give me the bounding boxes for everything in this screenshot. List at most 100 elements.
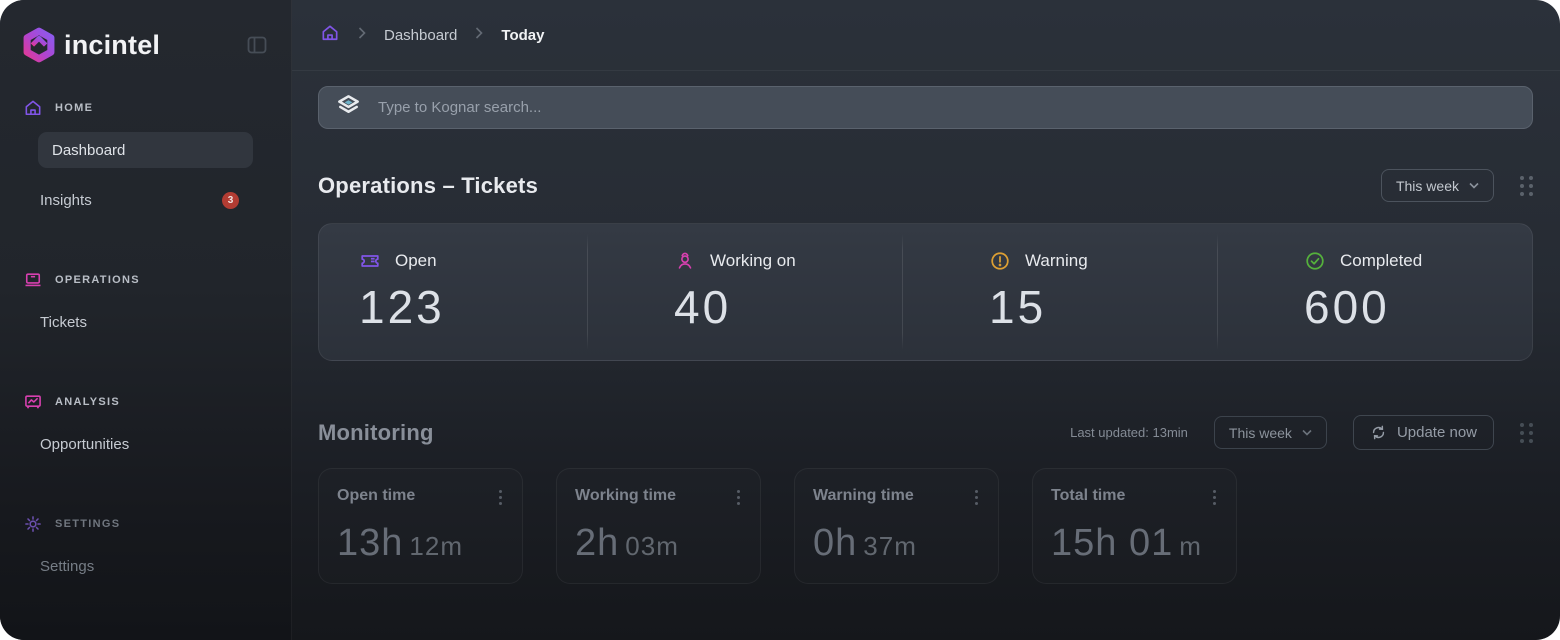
- card-value-minutes: 03m: [625, 531, 679, 561]
- sidebar-item-settings[interactable]: Settings: [24, 548, 253, 584]
- sidebar: incintel HOME: [0, 0, 292, 640]
- card-value-hours: 13h: [337, 522, 404, 564]
- section-head-operations: OPERATIONS: [0, 270, 291, 290]
- chevron-down-icon: [1302, 429, 1312, 436]
- sidebar-item-tickets[interactable]: Tickets: [24, 304, 253, 340]
- sidebar-item-label: Insights: [40, 191, 92, 209]
- section-label: SETTINGS: [55, 518, 121, 530]
- card-label: Total time: [1051, 487, 1126, 504]
- section-label: ANALYSIS: [55, 396, 121, 408]
- ticket-icon: [359, 250, 381, 272]
- nav-section-operations: OPERATIONS Tickets: [0, 270, 291, 340]
- card-working-time: Working time 2h 03m: [556, 468, 761, 584]
- card-value: 0h 37m: [813, 522, 982, 565]
- chevron-down-icon: [1469, 182, 1479, 189]
- stat-head: Completed: [1304, 250, 1532, 272]
- sidebar-item-label: Opportunities: [40, 435, 130, 453]
- breadcrumb-today: Today: [501, 26, 545, 44]
- brand-name: incintel: [64, 29, 161, 60]
- stat-value: 15: [989, 281, 1047, 333]
- period-select-value: This week: [1395, 177, 1459, 194]
- worker-icon: [674, 250, 696, 272]
- sidebar-item-insights[interactable]: Insights 3: [24, 182, 253, 218]
- chart-board-icon: [23, 392, 43, 412]
- breadcrumb-home-icon[interactable]: [320, 23, 340, 48]
- main-content: Dashboard Today Operations – Tickets Thi: [292, 0, 1560, 640]
- gear-icon: [23, 514, 43, 534]
- stat-completed: Completed 600: [1217, 224, 1532, 360]
- kebab-menu-icon[interactable]: [971, 487, 982, 508]
- section-head-settings: SETTINGS: [0, 514, 291, 534]
- card-value-minutes: m: [1179, 531, 1202, 561]
- monitoring-cards: Open time 13h 12m Working time 2h 03m: [318, 468, 1533, 584]
- operations-header: Operations – Tickets This week: [318, 169, 1533, 202]
- stat-head: Open: [359, 250, 587, 272]
- stat-working-on: Working on 40: [587, 224, 902, 360]
- kebab-menu-icon[interactable]: [1209, 487, 1220, 508]
- operations-period-select[interactable]: This week: [1380, 169, 1494, 202]
- warning-icon: [989, 250, 1011, 272]
- monitoring-drag-handle-icon[interactable]: [1520, 422, 1533, 443]
- nav-section-analysis: ANALYSIS Opportunities: [0, 392, 291, 462]
- sidebar-nav: HOME Dashboard Insights 3: [0, 98, 291, 584]
- section-label: HOME: [55, 102, 94, 114]
- nav-section-settings: SETTINGS Settings: [0, 514, 291, 584]
- card-head: Total time: [1051, 487, 1220, 508]
- stat-value: 600: [1304, 281, 1390, 333]
- sidebar-collapse-icon[interactable]: [245, 33, 269, 57]
- kognar-search-icon: [335, 92, 362, 124]
- card-open-time: Open time 13h 12m: [318, 468, 523, 584]
- kebab-menu-icon[interactable]: [733, 487, 744, 508]
- last-updated-text: Last updated: 13min: [1070, 425, 1188, 440]
- kebab-menu-icon[interactable]: [495, 487, 506, 508]
- sidebar-item-opportunities[interactable]: Opportunities: [24, 426, 253, 462]
- stat-label: Working on: [710, 251, 796, 270]
- card-value-hours: 15h 01: [1051, 522, 1174, 564]
- card-head: Working time: [575, 487, 744, 508]
- section-label: OPERATIONS: [55, 274, 140, 286]
- update-now-label: Update now: [1396, 424, 1477, 441]
- card-head: Warning time: [813, 487, 982, 508]
- laptop-icon: [23, 270, 43, 290]
- monitoring-controls: Last updated: 13min This week Update now: [1070, 415, 1533, 450]
- monitoring-period-select[interactable]: This week: [1213, 416, 1327, 449]
- card-label: Warning time: [813, 487, 914, 504]
- stat-warning: Warning 15: [902, 224, 1217, 360]
- section-head-analysis: ANALYSIS: [0, 392, 291, 412]
- stat-label: Completed: [1340, 251, 1423, 270]
- nav-section-home: HOME Dashboard Insights 3: [0, 98, 291, 218]
- stat-label: Open: [395, 251, 437, 270]
- update-now-button[interactable]: Update now: [1352, 415, 1494, 450]
- stat-value: 40: [674, 281, 732, 333]
- home-icon: [23, 98, 43, 118]
- operations-controls: This week: [1380, 169, 1533, 202]
- section-head-home: HOME: [0, 98, 291, 118]
- card-total-time: Total time 15h 01 m: [1032, 468, 1237, 584]
- card-value-hours: 2h: [575, 522, 620, 564]
- card-value: 15h 01 m: [1051, 522, 1220, 565]
- operations-drag-handle-icon[interactable]: [1520, 175, 1533, 196]
- chevron-right-icon: [358, 26, 366, 44]
- sidebar-item-label: Tickets: [40, 313, 87, 331]
- card-warning-time: Warning time 0h 37m: [794, 468, 999, 584]
- monitoring-title: Monitoring: [318, 419, 434, 445]
- incintel-logo-icon: [20, 26, 58, 64]
- search-bar: [318, 86, 1533, 129]
- period-select-value: This week: [1228, 424, 1292, 441]
- logo-row: incintel: [0, 0, 291, 64]
- sidebar-item-dashboard[interactable]: Dashboard: [38, 132, 253, 168]
- card-value: 2h 03m: [575, 522, 744, 565]
- breadcrumb-dashboard[interactable]: Dashboard: [384, 26, 458, 44]
- chevron-right-icon: [475, 26, 484, 44]
- card-label: Working time: [575, 487, 677, 504]
- breadcrumb: Dashboard Today: [292, 0, 1560, 71]
- card-head: Open time: [337, 487, 506, 508]
- check-circle-icon: [1304, 250, 1326, 272]
- card-value: 13h 12m: [337, 522, 506, 565]
- stat-head: Working on: [674, 250, 902, 272]
- search-input[interactable]: [378, 99, 1516, 116]
- card-value-hours: 0h: [813, 522, 858, 564]
- monitoring-header: Monitoring Last updated: 13min This week…: [318, 415, 1533, 450]
- insights-count-badge: 3: [222, 191, 239, 209]
